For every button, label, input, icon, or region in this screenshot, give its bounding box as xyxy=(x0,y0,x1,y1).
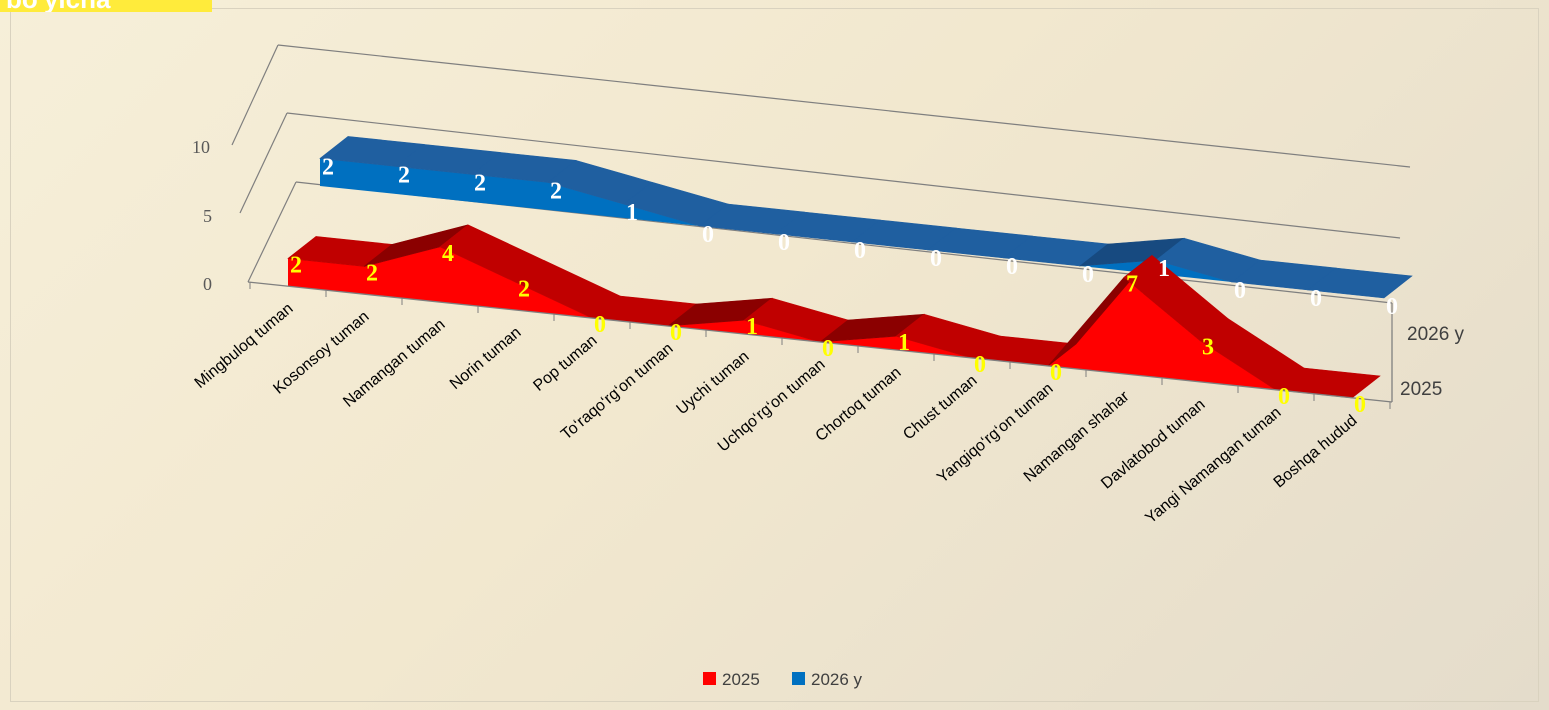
data-label-2026: 0 xyxy=(702,222,714,248)
data-label-2025: 0 xyxy=(1354,392,1366,418)
data-label-2025: 2 xyxy=(290,252,302,278)
data-label-2026: 0 xyxy=(1082,262,1094,288)
legend-swatch-2026 xyxy=(792,672,805,685)
data-label-2025: 1 xyxy=(746,314,758,340)
category-label: Boshqa hudud xyxy=(1271,412,1361,491)
data-label-2025: 0 xyxy=(1278,384,1290,410)
data-label-2026: 2 xyxy=(474,170,486,196)
legend-swatch-2025 xyxy=(703,672,716,685)
data-label-2026: 0 xyxy=(1234,278,1246,304)
data-label-2025: 2 xyxy=(518,276,530,302)
data-labels: 2 2 2 2 1 0 0 0 0 0 0 1 0 0 0 2 2 4 2 0 0 1 0 1 0 0 7 3 0 0 xyxy=(290,154,1398,418)
category-axis xyxy=(247,281,1393,403)
chart-area xyxy=(10,8,1539,702)
data-label-2026: 2 xyxy=(322,154,334,180)
series-label-2025: 2025 xyxy=(1400,379,1442,400)
y-tick-label: 10 xyxy=(192,137,210,157)
data-label-2025: 1 xyxy=(898,330,910,356)
category-label: Chust tuman xyxy=(900,372,980,443)
data-label-2025: 7 xyxy=(1126,271,1138,297)
category-label: Pop tuman xyxy=(530,332,600,395)
data-label-2026: 0 xyxy=(1386,294,1398,320)
gridline xyxy=(286,112,1401,239)
data-label-2025: 0 xyxy=(974,352,986,378)
data-label-2025: 0 xyxy=(822,336,834,362)
data-label-2026: 0 xyxy=(1006,254,1018,280)
data-label-2026: 0 xyxy=(778,230,790,256)
data-label-2026: 1 xyxy=(1158,256,1170,282)
gridline xyxy=(277,44,1411,168)
data-label-2025: 0 xyxy=(670,320,682,346)
data-label-2025: 3 xyxy=(1202,335,1214,361)
legend-label-2025: 2025 xyxy=(722,670,760,689)
series-2025 xyxy=(287,224,1381,399)
data-label-2025: 0 xyxy=(594,312,606,338)
data-label-2026: 2 xyxy=(550,178,562,204)
category-label: Yangi Namangan tuman xyxy=(1142,404,1284,527)
data-label-2025: 2 xyxy=(366,260,378,286)
wall-edge xyxy=(239,112,288,214)
data-label-2026: 0 xyxy=(854,238,866,264)
data-label-2026: 0 xyxy=(930,246,942,272)
data-label-2025: 0 xyxy=(1050,360,1062,386)
series-2026 xyxy=(319,136,1413,299)
category-label: Norin tuman xyxy=(447,324,525,393)
y-tick-label: 5 xyxy=(203,206,212,226)
title-tab: bo'yicha xyxy=(0,0,212,12)
series-front-face xyxy=(288,246,1352,398)
category-label: Chortoq tuman xyxy=(813,364,905,445)
data-label-2026: 1 xyxy=(626,200,638,226)
legend-label-2026: 2026 y xyxy=(811,670,863,689)
title-fragment: bo'yicha xyxy=(6,0,110,12)
wall-edge xyxy=(231,44,279,146)
category-label: Uychi tuman xyxy=(674,348,753,418)
wall-edge xyxy=(247,181,297,283)
data-label-2026: 2 xyxy=(398,162,410,188)
legend: 2025 2026 y xyxy=(703,670,863,689)
series-top-segment xyxy=(1307,267,1413,299)
y-tick-label: 0 xyxy=(203,274,212,294)
data-label-2025: 4 xyxy=(442,241,454,267)
series-label-2026: 2026 y xyxy=(1407,324,1465,345)
data-label-2026: 0 xyxy=(1310,286,1322,312)
